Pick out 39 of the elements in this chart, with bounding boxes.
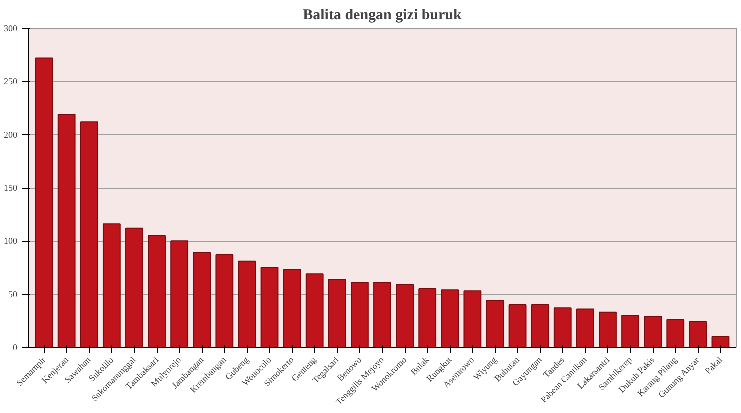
bar: [283, 269, 302, 348]
y-tick-label: 0: [13, 342, 18, 352]
bar: [464, 290, 482, 348]
chart-title: Balita dengan gizi buruk: [303, 8, 463, 24]
bar: [599, 312, 617, 348]
bar: [306, 274, 324, 348]
bar: [712, 336, 730, 348]
bar: [58, 114, 76, 348]
bar: [576, 308, 594, 348]
bar: [102, 224, 121, 348]
y-tick-label: 250: [4, 76, 18, 87]
y-tick-label: 200: [4, 130, 18, 140]
bar: [148, 235, 166, 348]
bar: [80, 122, 98, 348]
y-tick-label: 50: [8, 289, 18, 300]
bar: [644, 316, 662, 348]
y-tick-label: 300: [4, 24, 18, 34]
bar: [486, 300, 504, 348]
bar: [554, 308, 572, 348]
bar: [193, 252, 212, 348]
bar: [260, 267, 279, 348]
bar: [689, 321, 708, 348]
bar: [441, 290, 460, 348]
bar: [666, 319, 685, 348]
bar: [350, 282, 369, 348]
bar: [508, 304, 527, 348]
bar: [396, 284, 414, 348]
y-tick-label: 100: [4, 236, 18, 246]
bar: [216, 254, 234, 348]
bar: [374, 282, 392, 348]
bar: [170, 240, 189, 348]
bar: [531, 304, 550, 348]
bar: [35, 58, 54, 348]
bar: [238, 260, 256, 348]
bar: [622, 315, 640, 348]
bar: [328, 278, 346, 348]
bar: [418, 288, 437, 348]
y-tick-label: 150: [4, 183, 18, 193]
bar: [126, 228, 144, 348]
